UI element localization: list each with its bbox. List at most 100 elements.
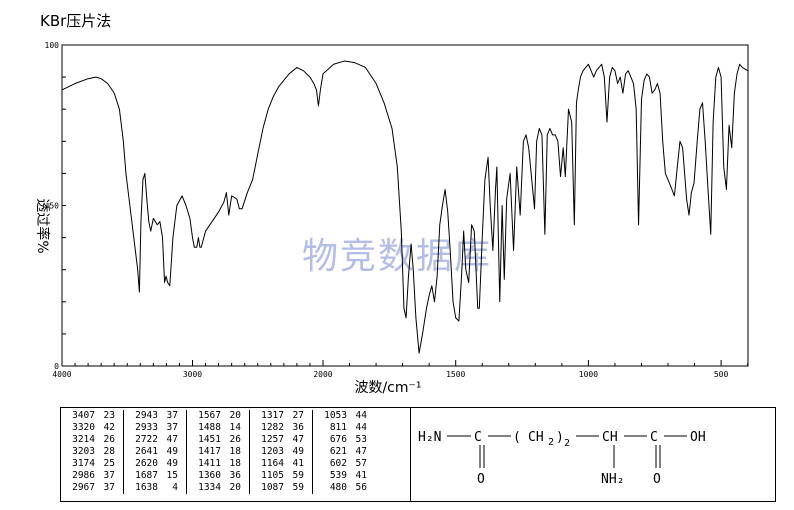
peak-transmittance: 53 xyxy=(355,434,367,445)
peak-wavenumber: 2620 xyxy=(135,458,158,469)
peak-transmittance: 41 xyxy=(355,470,367,481)
peak-transmittance: 27 xyxy=(292,410,304,421)
peak-transmittance: 18 xyxy=(229,446,241,457)
peak-wavenumber: 2967 xyxy=(72,482,95,493)
x-minor-ticks xyxy=(61,360,749,366)
chemical-structure: H₂N C O ( CH 2 ) 2 CH NH₂ C O OH xyxy=(418,430,706,487)
peak-wavenumber: 602 xyxy=(329,458,347,469)
peak-column-divider xyxy=(245,410,250,422)
carbonyl-o1-label: O xyxy=(477,472,485,487)
ir-spectrum-chart: 0 50 100 4000 3000 2000 1500 1000 500 物竞数据库 透过率… xyxy=(34,41,749,396)
carbonyl-o2-label: O xyxy=(653,472,661,487)
peak-transmittance: 20 xyxy=(229,410,241,421)
peak-transmittance: 44 xyxy=(355,422,367,433)
peak-wavenumber: 3174 xyxy=(72,458,95,469)
spectrum-series-line xyxy=(61,60,748,354)
peak-table: 3407 23 2943 37 1567 20 1317 27 1053 44 3320 42 2933… xyxy=(65,410,371,494)
peak-column-divider xyxy=(308,458,313,470)
peak-column-divider xyxy=(245,422,250,434)
peak-column-divider xyxy=(245,434,250,446)
chain-ch2-subscript: 2 xyxy=(548,437,554,448)
x-tick-label: 4000 xyxy=(52,370,71,379)
peak-table-row: 3214 26 2722 47 1451 26 1257 47 676 53 xyxy=(65,434,371,446)
peak-transmittance: 14 xyxy=(229,422,241,433)
peak-wavenumber: 1203 xyxy=(261,446,284,457)
peak-column-divider xyxy=(119,434,124,446)
structure-panel: H₂N C O ( CH 2 ) 2 CH NH₂ C O OH xyxy=(411,407,776,502)
peak-transmittance: 59 xyxy=(292,470,304,481)
x-tick-label: 1000 xyxy=(579,370,598,379)
carbonyl-c1-label: C xyxy=(474,430,482,445)
peak-transmittance: 44 xyxy=(355,410,367,421)
y-axis-label-text: 透过率% xyxy=(34,198,51,253)
peak-column-divider xyxy=(182,458,187,470)
alpha-nh2-label: NH₂ xyxy=(601,472,624,487)
peak-transmittance: 37 xyxy=(166,422,178,433)
peak-wavenumber: 1360 xyxy=(198,470,221,481)
peak-wavenumber: 480 xyxy=(329,482,347,493)
carbonyl-c2-label: C xyxy=(650,430,658,445)
peak-wavenumber: 1488 xyxy=(198,422,221,433)
peak-wavenumber: 3203 xyxy=(72,446,95,457)
peak-transmittance: 15 xyxy=(166,470,178,481)
peak-wavenumber: 1334 xyxy=(198,482,221,493)
peak-column-divider xyxy=(308,434,313,446)
peak-wavenumber: 621 xyxy=(329,446,347,457)
peak-column-divider xyxy=(308,422,313,434)
peak-column-divider xyxy=(182,482,187,494)
peak-wavenumber: 1087 xyxy=(261,482,284,493)
peak-transmittance: 47 xyxy=(292,434,304,445)
peak-wavenumber: 676 xyxy=(329,434,347,445)
chain-right-paren: ) xyxy=(556,430,564,445)
peak-transmittance: 26 xyxy=(229,434,241,445)
y-minor-ticks xyxy=(62,44,66,367)
peak-transmittance: 26 xyxy=(103,434,115,445)
peak-transmittance: 25 xyxy=(103,458,115,469)
peak-column-divider xyxy=(119,410,124,422)
peak-column-divider xyxy=(245,482,250,494)
peak-wavenumber: 2943 xyxy=(135,410,158,421)
peak-wavenumber: 811 xyxy=(329,422,347,433)
peak-column-divider xyxy=(308,446,313,458)
peak-transmittance: 41 xyxy=(292,458,304,469)
peak-transmittance: 37 xyxy=(166,410,178,421)
peak-table-row: 3407 23 2943 37 1567 20 1317 27 1053 44 xyxy=(65,410,371,422)
peak-wavenumber: 2722 xyxy=(135,434,158,445)
chain-ch2-label: CH xyxy=(528,430,544,445)
peak-transmittance: 42 xyxy=(103,422,115,433)
peak-transmittance: 57 xyxy=(355,458,367,469)
peak-column-divider xyxy=(182,470,187,482)
page-title: KBr压片法 xyxy=(40,12,112,30)
peak-column-divider xyxy=(119,422,124,434)
peak-transmittance: 56 xyxy=(355,482,367,493)
peak-transmittance: 36 xyxy=(292,422,304,433)
peak-column-divider xyxy=(308,470,313,482)
peak-column-divider xyxy=(182,422,187,434)
peak-column-divider xyxy=(182,446,187,458)
x-tick-label: 1500 xyxy=(446,370,465,379)
peak-column-divider xyxy=(182,410,187,422)
peak-wavenumber: 1567 xyxy=(198,410,221,421)
peak-transmittance: 47 xyxy=(166,434,178,445)
watermark-text: 物竞数据库 xyxy=(302,236,492,277)
peak-transmittance: 49 xyxy=(166,458,178,469)
peak-transmittance: 37 xyxy=(103,470,115,481)
peak-transmittance: 4 xyxy=(172,482,178,493)
y-tick-label: 50 xyxy=(49,202,59,211)
peak-wavenumber: 1451 xyxy=(198,434,221,445)
peak-transmittance: 28 xyxy=(103,446,115,457)
peak-transmittance: 37 xyxy=(103,482,115,493)
peak-wavenumber: 1105 xyxy=(261,470,284,481)
peak-transmittance: 59 xyxy=(292,482,304,493)
peak-transmittance: 23 xyxy=(103,410,115,421)
x-axis-label: 波数/cm⁻¹ xyxy=(354,380,421,396)
chain-left-paren: ( xyxy=(513,430,521,445)
peak-column-divider xyxy=(245,458,250,470)
peak-wavenumber: 3320 xyxy=(72,422,95,433)
peak-wavenumber: 1417 xyxy=(198,446,221,457)
y-tick-label: 100 xyxy=(45,41,60,50)
peak-wavenumber: 1164 xyxy=(261,458,284,469)
peak-table-row: 3203 28 2641 49 1417 18 1203 49 621 47 xyxy=(65,446,371,458)
peak-column-divider xyxy=(119,470,124,482)
peak-column-divider xyxy=(119,458,124,470)
